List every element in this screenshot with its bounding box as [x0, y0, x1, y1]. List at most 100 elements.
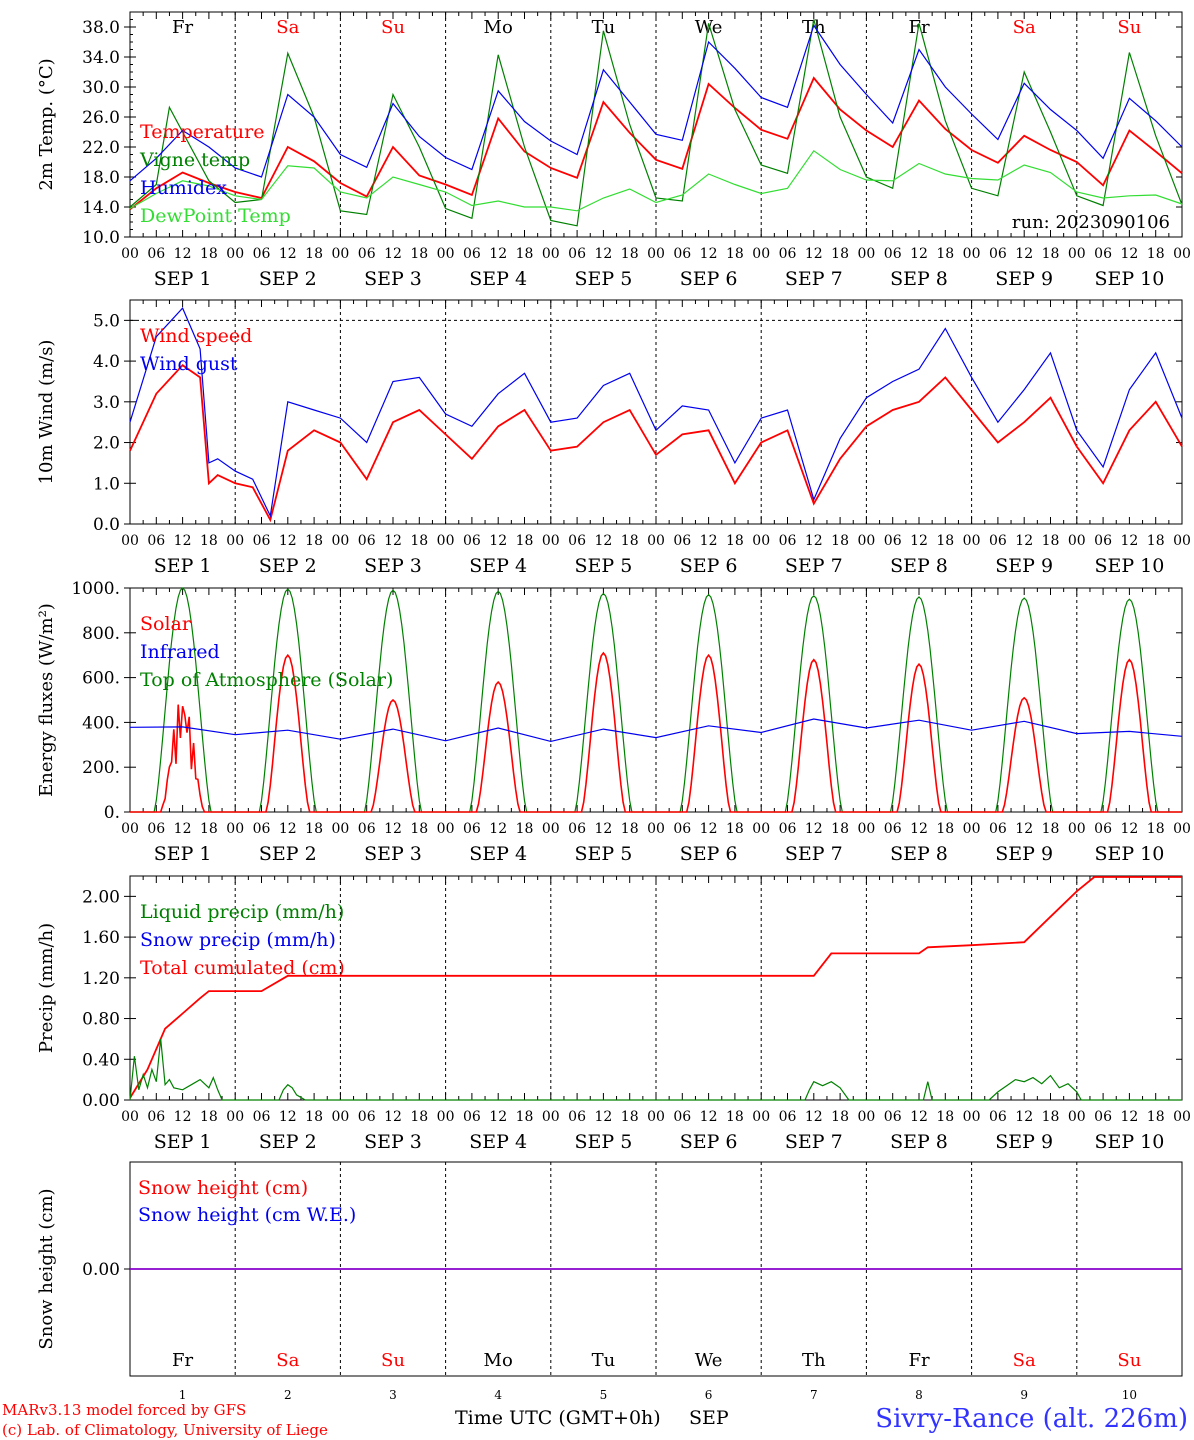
hour-label: 18	[516, 1109, 534, 1125]
hour-label: 12	[910, 246, 928, 262]
hour-label: 06	[358, 821, 376, 837]
date-label: SEP 5	[574, 843, 632, 865]
day-number: 4	[494, 1388, 502, 1402]
legend-entry: Wind gust	[140, 353, 238, 375]
legend-entry: Snow precip (mm/h)	[140, 929, 336, 951]
date-label: SEP 4	[469, 268, 527, 290]
y-tick-label: 30.0	[82, 78, 120, 98]
y-tick-label: 38.0	[82, 18, 120, 38]
hour-label: 00	[752, 821, 770, 837]
day-number: 3	[389, 1388, 397, 1402]
y-tick-label: 0.0	[93, 515, 120, 535]
hour-label: 18	[410, 246, 428, 262]
hour-label: 06	[884, 1109, 902, 1125]
hour-label: 00	[331, 246, 349, 262]
y-axis-label: 2m Temp. (°C)	[36, 58, 57, 190]
day-name: Fr	[908, 1350, 929, 1371]
hour-label: 00	[647, 246, 665, 262]
hour-label: 18	[200, 1109, 218, 1125]
date-label: SEP 3	[364, 555, 422, 577]
hour-label: 06	[358, 1109, 376, 1125]
plot-frame	[129, 11, 1183, 238]
hour-label: 18	[1147, 533, 1165, 549]
legend-entry: Total cumulated (cm)	[140, 957, 345, 979]
hour-label: 00	[226, 821, 244, 837]
legend-entry: Humidex	[140, 177, 227, 199]
hour-label: 06	[673, 533, 691, 549]
hour-label: 00	[331, 533, 349, 549]
hour-label: 18	[831, 821, 849, 837]
hour-label: 00	[1068, 246, 1086, 262]
hour-label: 12	[700, 533, 718, 549]
hour-label: 06	[568, 1109, 586, 1125]
hour-label: 00	[1173, 246, 1191, 262]
hour-label: 18	[726, 1109, 744, 1125]
hour-label: 12	[384, 533, 402, 549]
y-tick-label: 1.60	[82, 928, 120, 948]
hour-label: 00	[963, 533, 981, 549]
hour-label: 00	[331, 1109, 349, 1125]
date-label: SEP 4	[469, 843, 527, 865]
hour-label: 06	[989, 246, 1007, 262]
hour-label: 18	[831, 1109, 849, 1125]
hour-label: 00	[963, 1109, 981, 1125]
hour-label: 00	[437, 246, 455, 262]
legend-entry: Wind speed	[140, 325, 252, 347]
y-axis-label: Snow height (cm)	[36, 1188, 57, 1349]
hour-label: 06	[568, 246, 586, 262]
hour-label: 06	[147, 246, 165, 262]
credit-line-1: MARv3.13 model forced by GFS	[2, 1401, 246, 1419]
y-tick-label: 2.0	[93, 434, 120, 454]
series-infrared	[129, 718, 1183, 743]
hour-label: 00	[752, 533, 770, 549]
day-name: We	[695, 17, 723, 38]
hour-label: 00	[121, 246, 139, 262]
date-label: SEP 2	[259, 555, 317, 577]
hour-label: 18	[305, 246, 323, 262]
hour-label: 12	[700, 1109, 718, 1125]
month-label: SEP	[689, 1407, 729, 1429]
hour-label: 12	[174, 246, 192, 262]
legend-entry: Snow height (cm)	[138, 1177, 308, 1199]
hour-label: 12	[594, 821, 612, 837]
hour-label: 06	[884, 246, 902, 262]
date-label: SEP 10	[1094, 555, 1164, 577]
day-name: Th	[802, 1350, 826, 1371]
legend-entry: Liquid precip (mm/h)	[140, 901, 344, 923]
date-label: SEP 5	[574, 555, 632, 577]
day-name: Sa	[1013, 17, 1036, 38]
date-label: SEP 1	[154, 555, 212, 577]
hour-label: 06	[989, 821, 1007, 837]
hour-label: 18	[726, 533, 744, 549]
hour-label: 18	[305, 533, 323, 549]
hour-label: 18	[936, 533, 954, 549]
hour-label: 06	[989, 533, 1007, 549]
hour-label: 18	[621, 1109, 639, 1125]
hour-label: 00	[857, 821, 875, 837]
date-label: SEP 7	[785, 555, 843, 577]
hour-label: 12	[279, 246, 297, 262]
hour-label: 00	[752, 1109, 770, 1125]
hour-label: 00	[647, 1109, 665, 1125]
day-name: Su	[1117, 1350, 1141, 1371]
y-tick-label: 1.0	[93, 474, 120, 494]
hour-label: 00	[121, 533, 139, 549]
hour-label: 12	[279, 821, 297, 837]
date-label: SEP 8	[890, 555, 948, 577]
hour-label: 12	[910, 1109, 928, 1125]
hour-label: 00	[1068, 821, 1086, 837]
y-tick-label: 14.0	[82, 198, 120, 218]
date-label: SEP 7	[785, 268, 843, 290]
date-label: SEP 3	[364, 1131, 422, 1153]
y-axis-label: Energy fluxes (W/m²)	[36, 603, 57, 797]
hour-label: 06	[1094, 246, 1112, 262]
day-name: Su	[381, 17, 405, 38]
hour-label: 06	[147, 821, 165, 837]
hour-label: 06	[989, 1109, 1007, 1125]
hour-label: 12	[1120, 246, 1138, 262]
hour-label: 12	[384, 1109, 402, 1125]
y-tick-label: 34.0	[82, 48, 120, 68]
hour-label: 18	[831, 533, 849, 549]
y-tick-label: 800.	[82, 624, 120, 644]
y-tick-label: 4.0	[93, 352, 120, 372]
